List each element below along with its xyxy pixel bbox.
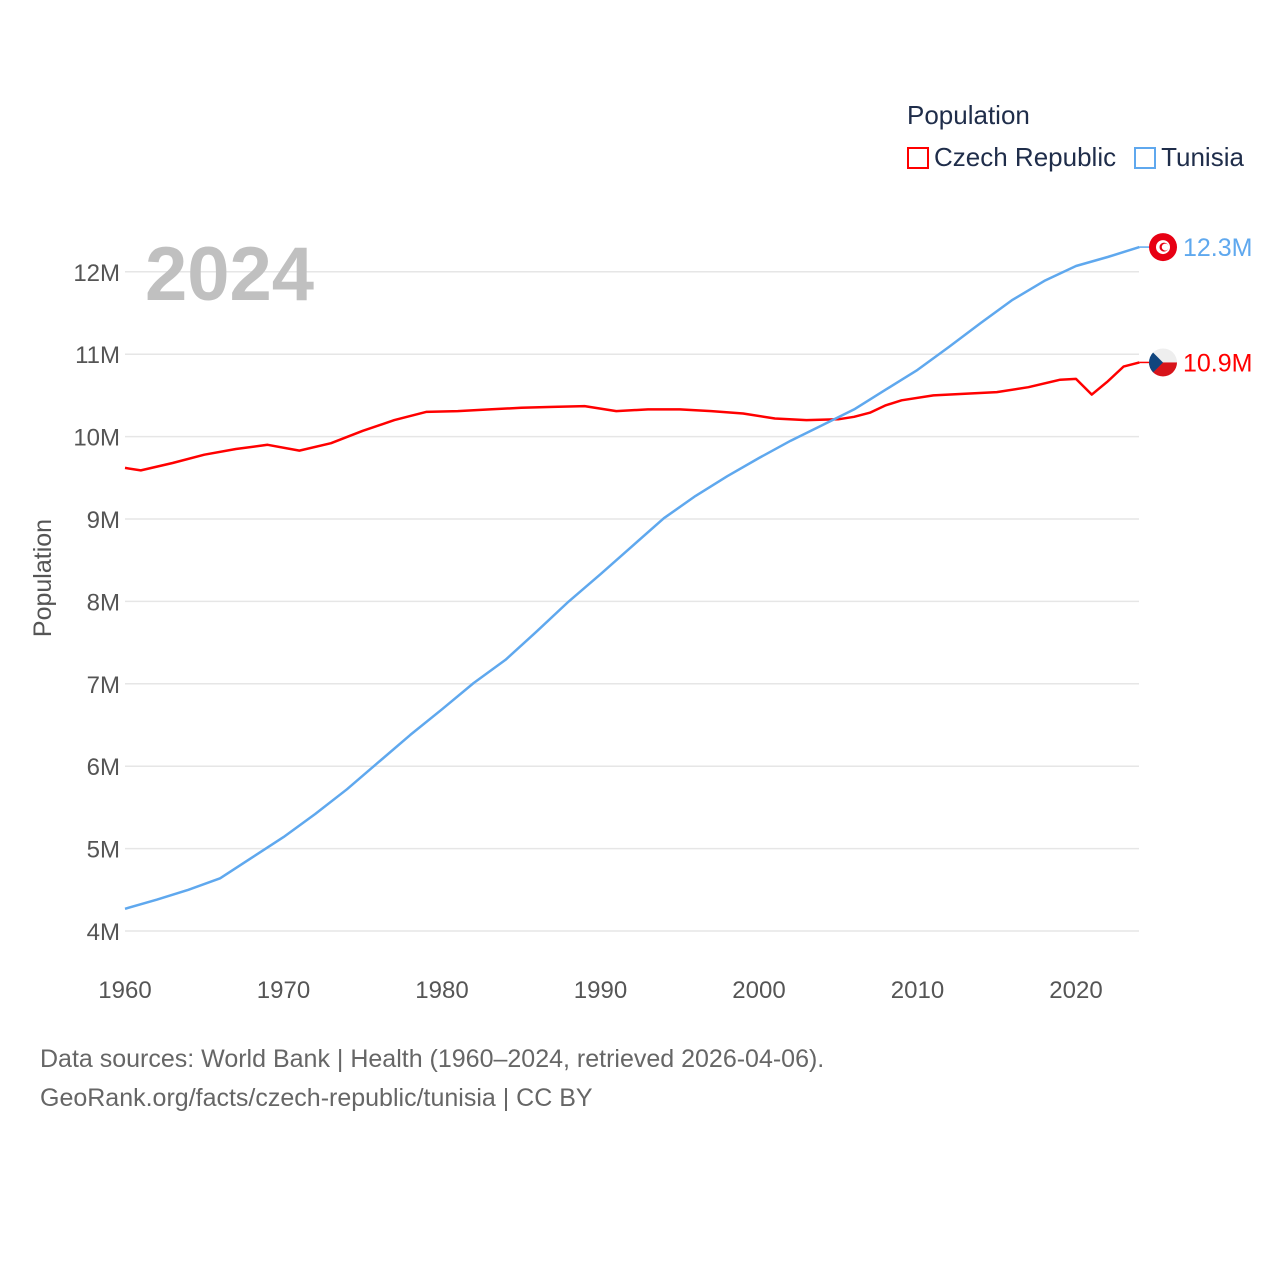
- y-tick-label: 11M: [75, 342, 120, 369]
- y-tick-label: 7M: [87, 672, 120, 699]
- legend-swatch-tunisia: [1134, 146, 1157, 169]
- grid-lines: [125, 271, 1139, 932]
- y-tick-label: 9M: [87, 507, 120, 534]
- end-value-label: 12.3M: [1183, 234, 1252, 262]
- legend-label: Czech Republic: [934, 142, 1117, 172]
- x-tick-label: 1970: [257, 977, 310, 1004]
- y-tick-label: 8M: [87, 589, 120, 616]
- legend-item-czech-republic[interactable]: Czech Republic: [907, 142, 1116, 173]
- czech-flag-icon: [1149, 348, 1177, 377]
- end-value-label: 10.9M: [1183, 349, 1252, 377]
- x-tick-label: 2000: [732, 977, 785, 1004]
- series-line-tunisia: [124, 245, 1140, 911]
- legend-label: Tunisia: [1161, 142, 1244, 172]
- y-tick-label: 10M: [73, 425, 120, 452]
- series-lines: [124, 245, 1140, 911]
- y-tick-label: 4M: [87, 919, 120, 946]
- x-tick-label: 2010: [891, 977, 944, 1004]
- end-labels: 10.9M 12.3M: [1139, 233, 1252, 377]
- y-tick-label: 5M: [87, 837, 120, 864]
- x-tick-label: 2020: [1049, 977, 1102, 1004]
- y-tick-label: 6M: [87, 754, 120, 781]
- year-watermark: 2024: [145, 232, 314, 317]
- series-line-czech-republic: [124, 361, 1140, 472]
- data-source-text: Data sources: World Bank | Health (1960–…: [40, 1045, 825, 1073]
- legend-title: Population: [907, 100, 1030, 130]
- x-tick-label: 1980: [415, 977, 468, 1004]
- attribution-link[interactable]: GeoRank.org/facts/czech-republic/tunisia…: [40, 1084, 593, 1112]
- x-tick-label: 1990: [574, 977, 627, 1004]
- legend: Czech Republic Tunisia: [907, 142, 1244, 173]
- x-tick-label: 1960: [98, 977, 151, 1004]
- legend-item-tunisia[interactable]: Tunisia: [1134, 142, 1244, 173]
- y-axis-ticks: 4M 5M 6M 7M 8M 9M 10M 11M 12M: [73, 260, 120, 946]
- y-axis-label: Population: [29, 519, 57, 637]
- x-axis-ticks: 1960 1970 1980 1990 2000 2010 2020: [98, 977, 1102, 1004]
- y-tick-label: 12M: [73, 260, 120, 287]
- tunisia-flag-icon: [1149, 233, 1177, 262]
- legend-swatch-czech: [907, 146, 929, 169]
